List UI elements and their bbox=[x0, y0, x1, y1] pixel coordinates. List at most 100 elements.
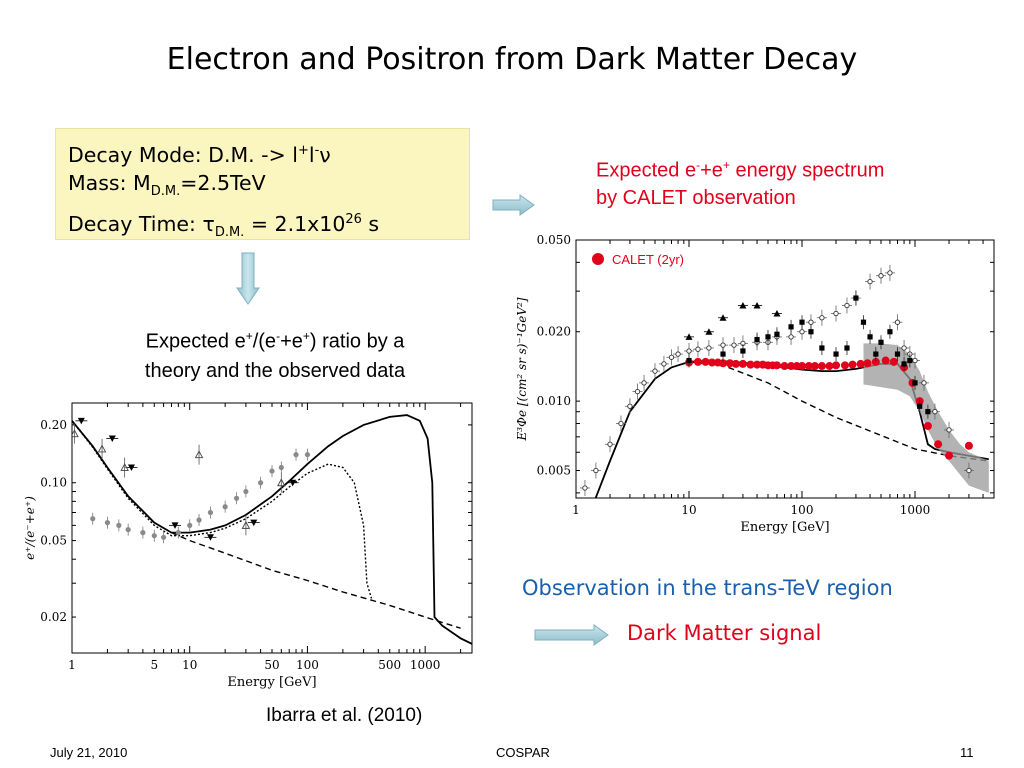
data-point bbox=[907, 357, 913, 364]
x-tick-label: 100 bbox=[296, 658, 319, 672]
decay-parameters-box: Decay Mode: D.M. -> l+l-ν Mass: MD.M.=2.… bbox=[55, 128, 470, 240]
data-point bbox=[194, 450, 204, 459]
data-point bbox=[116, 522, 122, 528]
model-curve-solid bbox=[594, 359, 989, 498]
x-tick-label: 500 bbox=[378, 658, 401, 672]
data-point bbox=[894, 351, 901, 357]
data-point bbox=[867, 278, 873, 285]
observation-text: Observation in the trans-TeV region bbox=[522, 576, 893, 600]
data-point bbox=[634, 388, 641, 395]
data-point bbox=[720, 351, 726, 357]
calet-point bbox=[810, 362, 819, 371]
data-point bbox=[187, 522, 193, 528]
data-point bbox=[269, 468, 275, 474]
data-point bbox=[641, 380, 647, 386]
data-point bbox=[719, 314, 727, 321]
y-axis-label: E³Φe [(cm² sr s)⁻¹GeV²] bbox=[515, 297, 529, 441]
y-tick-label: 0.20 bbox=[40, 418, 67, 432]
spectrum-caption: Expected e-+e+ energy spectrum by CALET … bbox=[596, 158, 885, 209]
calet-point bbox=[746, 360, 755, 369]
data-point bbox=[77, 417, 85, 425]
calet-point bbox=[731, 359, 740, 368]
data-point bbox=[675, 351, 681, 357]
data-point bbox=[901, 361, 907, 367]
data-point bbox=[808, 329, 814, 335]
data-point bbox=[241, 520, 251, 529]
x-tick-label: 10 bbox=[681, 503, 696, 517]
data-point bbox=[853, 295, 859, 301]
data-point bbox=[161, 534, 167, 540]
calet-point bbox=[772, 361, 781, 370]
y-tick-label: 0.010 bbox=[537, 394, 571, 408]
data-point bbox=[731, 342, 737, 348]
y-tick-label: 0.005 bbox=[537, 464, 571, 478]
calet-point bbox=[856, 359, 865, 368]
data-point bbox=[819, 315, 825, 321]
data-point bbox=[97, 444, 107, 453]
calet-point bbox=[817, 362, 826, 371]
legend-label: CALET (2yr) bbox=[612, 252, 684, 267]
data-point bbox=[278, 464, 284, 471]
data-point bbox=[921, 380, 927, 386]
data-point bbox=[618, 420, 624, 427]
mass-line: Mass: MD.M.=2.5TeV bbox=[68, 170, 266, 199]
calet-point bbox=[832, 361, 841, 370]
calet-point bbox=[719, 359, 728, 368]
calet-point bbox=[840, 361, 849, 370]
model-curve-solid bbox=[72, 414, 472, 645]
data-point bbox=[72, 429, 79, 438]
data-point bbox=[668, 354, 675, 360]
slide-title: Electron and Positron from Dark Matter D… bbox=[166, 42, 858, 77]
data-point bbox=[140, 530, 146, 536]
calet-point bbox=[923, 422, 932, 431]
dark-matter-signal-text: Dark Matter signal bbox=[627, 621, 822, 645]
data-point bbox=[207, 509, 214, 516]
data-point bbox=[912, 357, 918, 364]
data-point bbox=[887, 270, 893, 276]
data-point bbox=[257, 480, 264, 486]
footer-event: COSPAR bbox=[496, 745, 550, 760]
data-point bbox=[808, 319, 814, 325]
data-point bbox=[661, 361, 667, 367]
data-point bbox=[243, 488, 249, 495]
calet-point bbox=[753, 360, 762, 369]
plot-area bbox=[579, 264, 989, 498]
plot-frame bbox=[71, 402, 473, 654]
calet-point bbox=[964, 441, 973, 450]
data-point bbox=[652, 368, 658, 374]
x-tick-label: 5 bbox=[150, 658, 158, 672]
data-point bbox=[686, 357, 692, 364]
x-axis-label: Energy [GeV] bbox=[740, 520, 829, 535]
footer-date: July 21, 2010 bbox=[50, 745, 128, 760]
calet-point bbox=[787, 362, 796, 371]
decay-time-line: Decay Time: τD.M. = 2.1x1026 s bbox=[68, 211, 380, 240]
data-point bbox=[222, 504, 228, 510]
data-point bbox=[582, 485, 588, 491]
data-point bbox=[607, 441, 613, 447]
calet-point bbox=[693, 357, 702, 366]
y-axis-label: e⁺/(e⁻+e⁺) bbox=[23, 496, 37, 560]
data-point bbox=[966, 467, 972, 474]
data-point bbox=[788, 324, 794, 330]
data-point bbox=[819, 345, 825, 351]
legend-marker bbox=[592, 253, 604, 265]
data-point bbox=[867, 334, 873, 340]
data-point bbox=[887, 329, 893, 335]
data-point bbox=[685, 333, 693, 340]
x-tick-label: 100 bbox=[791, 503, 814, 517]
x-tick-label: 1 bbox=[68, 658, 76, 672]
data-point bbox=[753, 301, 761, 309]
data-point bbox=[833, 351, 839, 357]
data-point bbox=[705, 328, 713, 335]
plot-area bbox=[72, 414, 472, 645]
data-point bbox=[304, 452, 311, 458]
calet-point bbox=[804, 362, 813, 371]
y-tick-label: 0.10 bbox=[40, 476, 67, 490]
data-point bbox=[175, 530, 181, 536]
calet-point bbox=[881, 356, 890, 365]
data-point bbox=[127, 464, 135, 472]
x-tick-label: 1000 bbox=[900, 503, 931, 517]
data-point bbox=[765, 334, 771, 340]
data-point bbox=[917, 403, 923, 409]
model-curve-dashed bbox=[171, 531, 461, 629]
